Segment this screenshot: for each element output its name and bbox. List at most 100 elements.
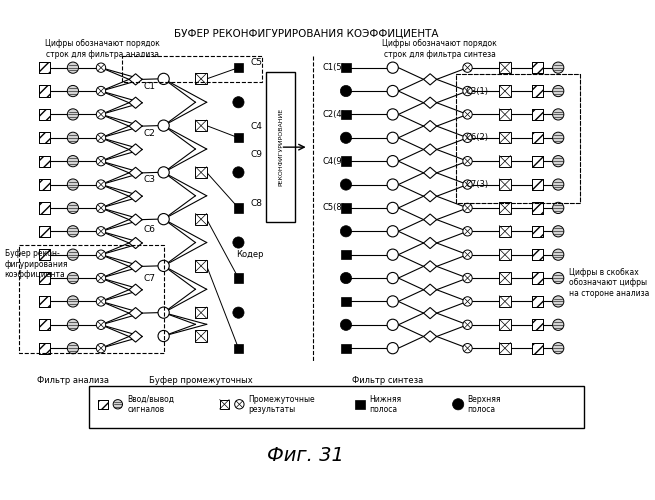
- Bar: [532, 342, 543, 354]
- Circle shape: [96, 133, 105, 142]
- Bar: [39, 86, 50, 96]
- Circle shape: [67, 226, 79, 237]
- Bar: [532, 132, 543, 143]
- Text: Нижняя
полоса: Нижняя полоса: [369, 394, 402, 414]
- Text: C6: C6: [144, 225, 156, 234]
- Circle shape: [233, 307, 244, 318]
- Bar: [499, 272, 510, 283]
- Polygon shape: [424, 238, 437, 248]
- Text: РЕКОНФИГУРИРОВАНИЕ: РЕКОНФИГУРИРОВАНИЕ: [278, 108, 283, 186]
- Bar: [98, 400, 107, 409]
- Text: Верхняя
полоса: Верхняя полоса: [468, 394, 501, 414]
- Bar: [499, 319, 510, 330]
- Bar: [499, 109, 510, 120]
- Circle shape: [463, 250, 472, 260]
- Bar: [532, 202, 543, 213]
- Bar: [532, 202, 543, 213]
- Polygon shape: [129, 167, 142, 178]
- Text: БУФЕР РЕКОНФИГУРИРОВАНИЯ КОЭФФИЦИЕНТА: БУФЕР РЕКОНФИГУРИРОВАНИЯ КОЭФФИЦИЕНТА: [174, 28, 438, 38]
- Circle shape: [463, 320, 472, 330]
- Circle shape: [67, 319, 79, 330]
- Circle shape: [96, 86, 105, 96]
- Bar: [39, 179, 50, 190]
- Polygon shape: [424, 120, 437, 132]
- Circle shape: [387, 272, 398, 283]
- Circle shape: [67, 156, 79, 167]
- Bar: [39, 179, 50, 190]
- Bar: [195, 214, 206, 225]
- Circle shape: [158, 167, 169, 178]
- Polygon shape: [129, 144, 142, 155]
- Circle shape: [387, 226, 398, 237]
- Bar: [39, 319, 50, 330]
- Polygon shape: [424, 144, 437, 155]
- Bar: [39, 272, 50, 283]
- Bar: [39, 132, 50, 143]
- Bar: [39, 156, 50, 167]
- Text: C1(5): C1(5): [323, 63, 345, 72]
- Circle shape: [553, 202, 564, 213]
- Circle shape: [96, 63, 105, 72]
- Circle shape: [113, 400, 122, 409]
- Circle shape: [158, 307, 169, 318]
- Bar: [532, 319, 543, 330]
- Bar: [219, 400, 229, 409]
- Text: Фильтр синтеза: Фильтр синтеза: [352, 376, 424, 385]
- Polygon shape: [424, 331, 437, 342]
- Circle shape: [67, 132, 79, 143]
- Bar: [341, 297, 350, 306]
- Circle shape: [387, 156, 398, 167]
- Circle shape: [341, 226, 352, 237]
- Circle shape: [553, 296, 564, 307]
- Bar: [39, 272, 50, 283]
- Bar: [532, 296, 543, 307]
- Bar: [195, 260, 206, 272]
- Bar: [234, 274, 243, 282]
- Circle shape: [96, 226, 105, 236]
- Bar: [39, 226, 50, 237]
- Bar: [234, 133, 243, 142]
- Circle shape: [96, 297, 105, 306]
- Bar: [341, 110, 350, 119]
- Bar: [499, 156, 510, 167]
- Bar: [341, 156, 350, 166]
- Bar: [39, 132, 50, 143]
- Bar: [532, 226, 543, 237]
- Bar: [234, 344, 243, 353]
- Bar: [532, 86, 543, 96]
- Circle shape: [158, 74, 169, 85]
- Polygon shape: [129, 261, 142, 272]
- Circle shape: [463, 344, 472, 353]
- Circle shape: [96, 110, 105, 119]
- Bar: [39, 202, 50, 213]
- Circle shape: [553, 156, 564, 167]
- Text: Буфер рекон-
фигурирования
коэффициента: Буфер рекон- фигурирования коэффициента: [5, 249, 68, 279]
- Text: Цифры обозначают порядок
строк для фильтра анализа: Цифры обозначают порядок строк для фильт…: [45, 40, 160, 58]
- Circle shape: [96, 320, 105, 330]
- Bar: [39, 249, 50, 260]
- Polygon shape: [129, 284, 142, 296]
- Bar: [355, 400, 365, 409]
- Polygon shape: [424, 167, 437, 178]
- Circle shape: [463, 297, 472, 306]
- Text: Кодер: Кодер: [236, 250, 264, 259]
- Bar: [499, 342, 510, 354]
- Circle shape: [387, 179, 398, 190]
- Bar: [195, 167, 206, 178]
- Circle shape: [158, 214, 169, 225]
- Bar: [532, 179, 543, 190]
- Bar: [532, 226, 543, 237]
- Circle shape: [463, 86, 472, 96]
- Circle shape: [463, 203, 472, 212]
- Text: C7: C7: [144, 274, 156, 282]
- Polygon shape: [129, 238, 142, 248]
- Circle shape: [67, 249, 79, 260]
- Bar: [39, 342, 50, 354]
- Circle shape: [234, 400, 244, 409]
- Bar: [39, 62, 50, 74]
- Polygon shape: [424, 214, 437, 225]
- Circle shape: [553, 272, 564, 283]
- Bar: [532, 319, 543, 330]
- Circle shape: [341, 86, 352, 96]
- Circle shape: [463, 274, 472, 282]
